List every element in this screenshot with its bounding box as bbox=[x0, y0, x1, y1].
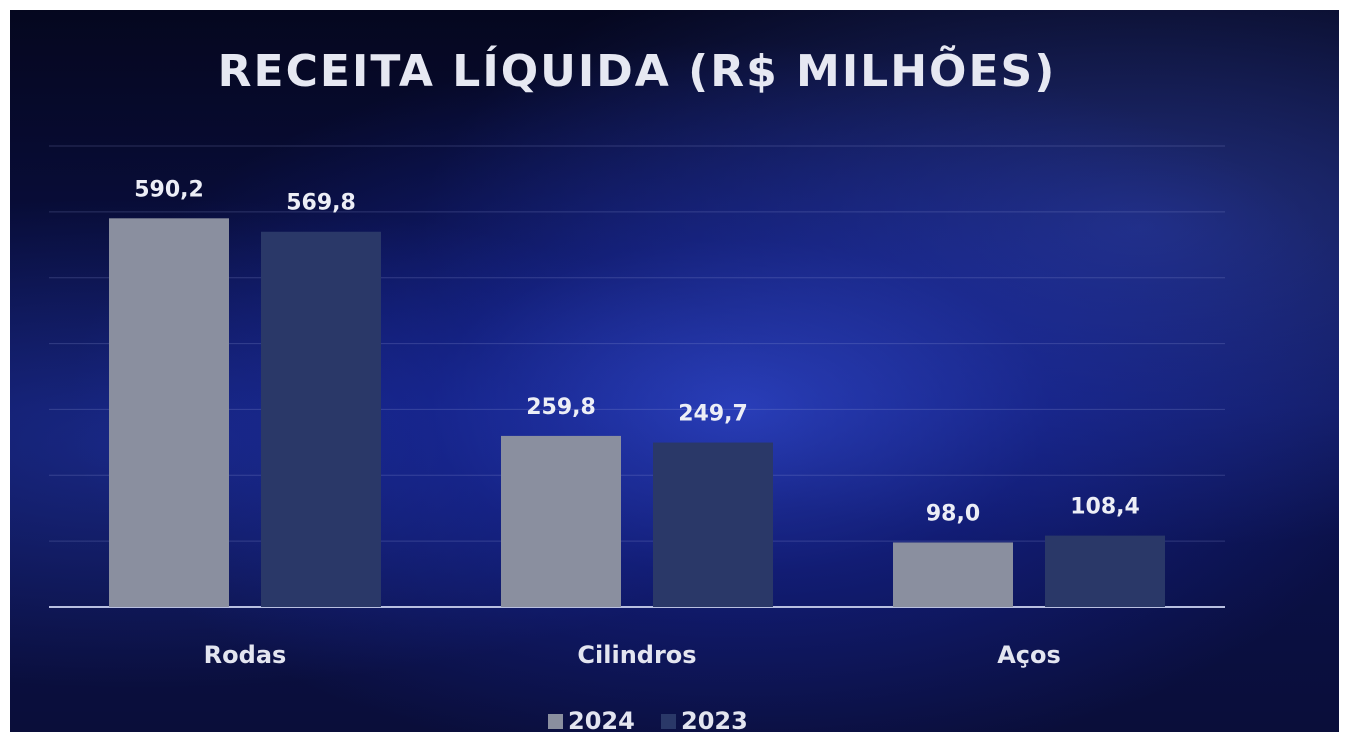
legend-swatch bbox=[661, 714, 676, 729]
value-label: 590,2 bbox=[134, 177, 204, 202]
value-label: 569,8 bbox=[286, 191, 356, 216]
bar bbox=[1045, 536, 1165, 607]
legend-label: 2023 bbox=[681, 707, 748, 735]
page: {"chart_data": {"type": "bar", "title": … bbox=[0, 0, 1349, 742]
value-label: 98,0 bbox=[926, 501, 980, 526]
x-tick-label: Rodas bbox=[204, 641, 287, 669]
bar bbox=[501, 436, 621, 607]
legend-swatch bbox=[548, 714, 563, 729]
x-tick-label: Aços bbox=[997, 641, 1061, 669]
chart: RECEITA LÍQUIDA (R$ MILHÕES) Rodas 590,2 5… bbox=[0, 0, 1349, 742]
legend-label: 2024 bbox=[568, 707, 635, 735]
bar bbox=[653, 443, 773, 607]
value-label: 259,8 bbox=[526, 395, 596, 420]
value-label: 249,7 bbox=[678, 402, 748, 427]
bar bbox=[261, 232, 381, 607]
x-tick-label: Cilindros bbox=[577, 641, 696, 669]
value-label: 108,4 bbox=[1070, 495, 1140, 520]
bar bbox=[893, 542, 1013, 607]
chart-title: RECEITA LÍQUIDA (R$ MILHÕES) bbox=[218, 44, 1057, 97]
bar bbox=[109, 218, 229, 607]
